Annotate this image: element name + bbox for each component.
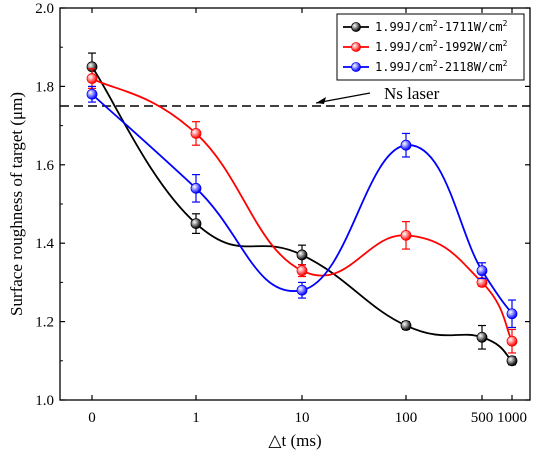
y-axis-label: Surface roughness of target (μm) (7, 92, 26, 316)
data-point (476, 265, 488, 277)
x-tick-label: 1000 (497, 410, 527, 426)
series-line (91, 77, 513, 342)
data-point (400, 320, 412, 331)
legend: 1.99J/cm2-1711W/cm2 1.99J/cm2-1992W/cm2 1.… (336, 13, 525, 81)
legend-entry: 1.99J/cm2-2118W/cm2 (375, 59, 508, 74)
x-tick-label: 0 (88, 410, 96, 426)
x-tick-label: 1 (192, 410, 200, 426)
data-point (296, 249, 308, 261)
data-point (296, 284, 308, 296)
series-line (91, 93, 513, 315)
data-point (506, 335, 518, 347)
reference-arrow (315, 92, 371, 104)
plot-layer: Ns laser (60, 52, 530, 367)
x-tick-label: 100 (395, 410, 418, 426)
legend-swatch-marker (351, 42, 361, 52)
reference-line-label: Ns laser (384, 84, 440, 103)
legend-swatch-marker (351, 62, 361, 72)
legend-entry: 1.99J/cm2-1992W/cm2 (375, 39, 508, 54)
legend-swatch-marker (351, 22, 361, 32)
data-point (190, 218, 202, 230)
y-tick-label: 1.6 (35, 158, 54, 174)
x-axis-label: △t (ms) (268, 431, 321, 450)
data-point (400, 229, 412, 241)
data-point (506, 308, 518, 320)
data-point (506, 355, 518, 367)
data-point (476, 331, 488, 343)
reference-arrowhead (316, 97, 326, 104)
x-tick-label: 500 (471, 410, 494, 426)
y-tick-label: 1.2 (35, 315, 54, 331)
y-tick-label: 2.0 (35, 1, 54, 17)
legend-entry: 1.99J/cm2-1711W/cm2 (375, 19, 508, 34)
data-point (190, 128, 202, 139)
series-line (91, 66, 513, 362)
axis-layer: 1.0 1.2 1.4 1.6 1.8 2.0 0 1 10 100 500 1000 △t (ms) S… (7, 1, 530, 450)
y-tick-label: 1.0 (35, 393, 54, 409)
x-tick-label: 10 (295, 410, 310, 426)
data-point (190, 182, 202, 194)
data-point (400, 139, 412, 151)
y-tick-label: 1.8 (35, 79, 54, 95)
data-point (86, 88, 98, 100)
data-point (296, 265, 308, 277)
y-tick-label: 1.4 (35, 236, 54, 252)
data-point (86, 73, 98, 84)
